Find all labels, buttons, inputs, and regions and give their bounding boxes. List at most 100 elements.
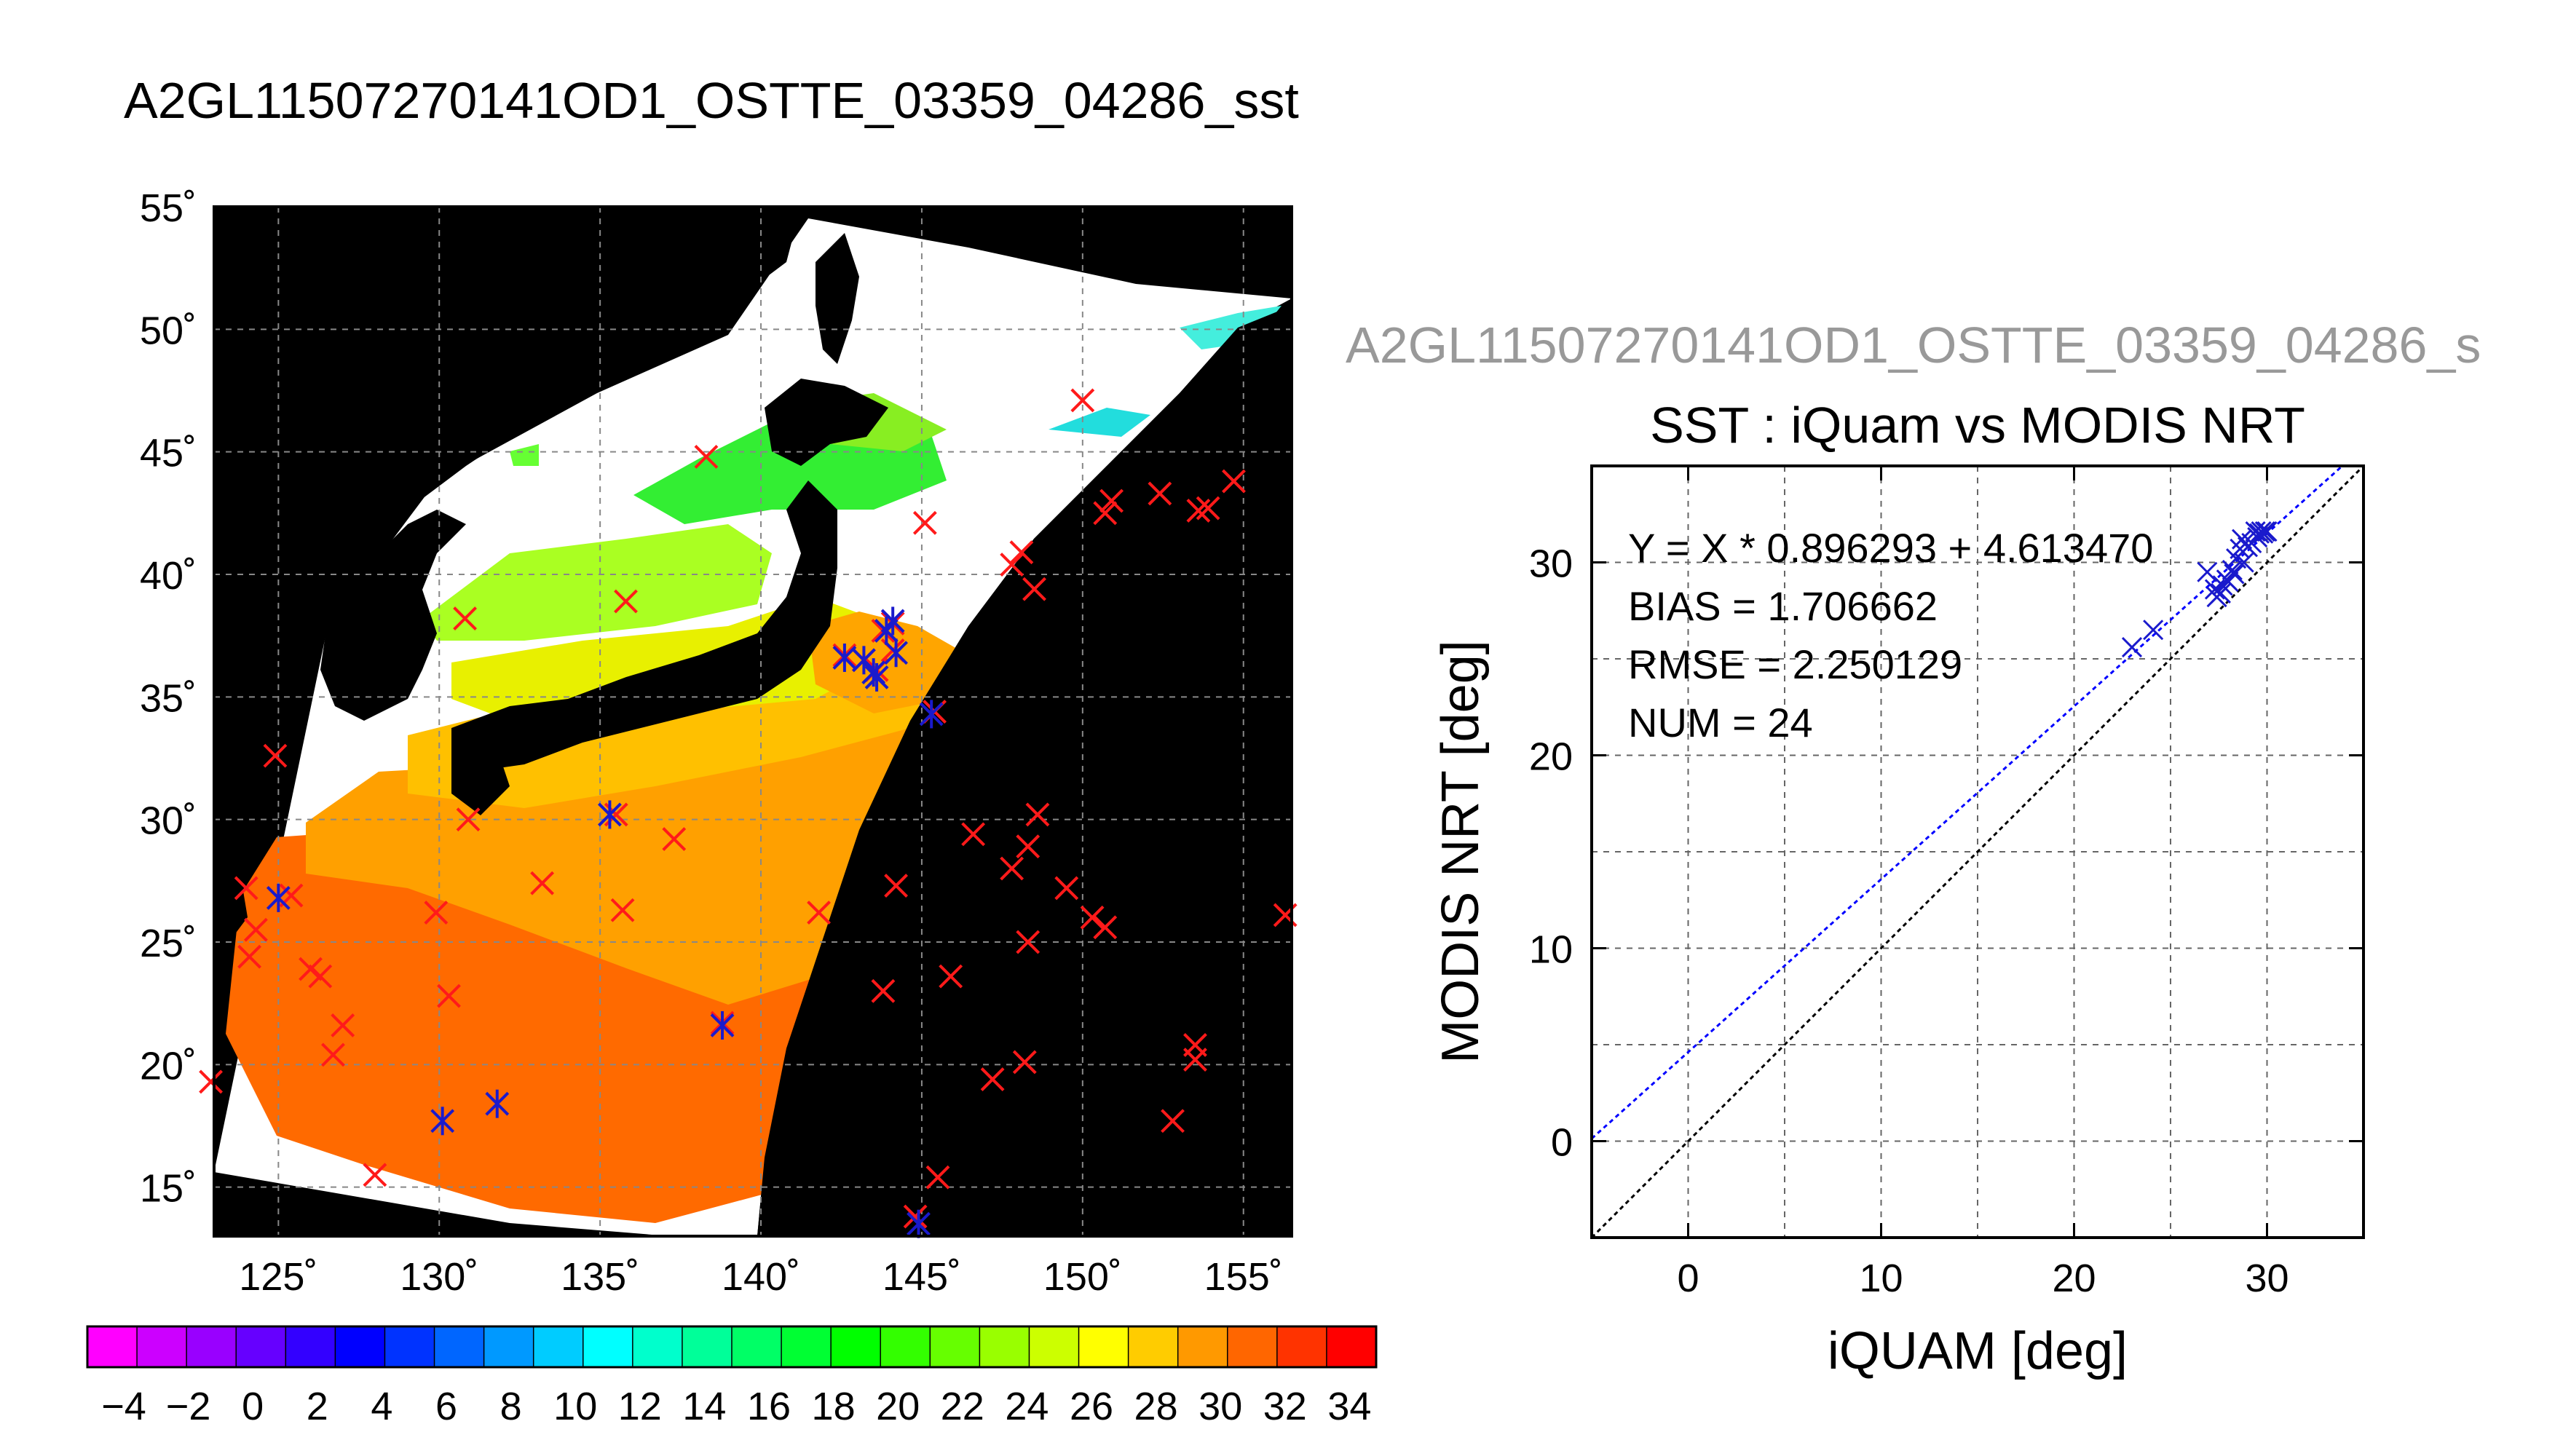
insitu-marker xyxy=(299,957,323,981)
land-hokkaido xyxy=(765,379,888,466)
map-y-tick-label: 30˚ xyxy=(140,799,197,843)
colorbar-label: 32 xyxy=(1263,1385,1307,1428)
insitu-marker xyxy=(1012,1050,1037,1075)
colorbar-cell xyxy=(979,1326,1030,1367)
colorbar-cell xyxy=(1276,1326,1327,1367)
sst-field-cyan xyxy=(1049,408,1150,437)
map-y-tick-label: 20˚ xyxy=(140,1044,197,1088)
scatter-point xyxy=(2256,521,2278,542)
sst-field-japan-sea xyxy=(422,524,772,641)
insitu-marker xyxy=(807,901,831,925)
colorbar-cell xyxy=(880,1326,931,1367)
colorbar-label: −4 xyxy=(101,1385,146,1428)
scatter-points xyxy=(2121,521,2278,658)
insitu-marker xyxy=(912,510,937,535)
colorbar-labels: −4 −2 0 2 4 6 8 10 12 14 16 18 20 22 24 26 28 30 32 34 xyxy=(101,1385,1371,1428)
scatter-title: SST : iQuam vs MODIS NRT xyxy=(1650,397,2305,454)
insitu-marker xyxy=(1093,915,1118,940)
insitu-marker xyxy=(331,1013,355,1037)
insitu-marker xyxy=(244,917,268,942)
identity-line xyxy=(1592,466,2364,1238)
colorbar-cell xyxy=(930,1326,980,1367)
modis-marker xyxy=(880,606,905,636)
insitu-marker xyxy=(662,827,687,852)
scatter-annotation: NUM = 24 xyxy=(1628,700,1813,745)
modis-marker xyxy=(710,1010,735,1040)
modis-marker xyxy=(919,700,944,729)
colorbar-cell xyxy=(831,1326,881,1367)
colorbar-label: 34 xyxy=(1327,1385,1371,1428)
map-x-tick-label: 155˚ xyxy=(1204,1255,1283,1299)
scatter-point xyxy=(2197,561,2218,582)
insitu-marker xyxy=(456,807,481,832)
colorbar-cell xyxy=(781,1326,832,1367)
insitu-marker xyxy=(1000,553,1024,577)
insitu-marker xyxy=(1161,1109,1185,1133)
colorbar-label: 20 xyxy=(876,1385,920,1428)
colorbar-cell xyxy=(87,1326,138,1367)
insitu-marker xyxy=(1099,488,1124,513)
map-x-tick-label: 140˚ xyxy=(722,1255,800,1299)
insitu-marker xyxy=(424,901,449,925)
insitu-marker xyxy=(610,898,635,922)
insitu-marker xyxy=(1183,1048,1207,1072)
colorbar-cell xyxy=(732,1326,782,1367)
modis-marker xyxy=(907,1209,931,1238)
colorbar-cell xyxy=(632,1326,683,1367)
insitu-marker xyxy=(884,874,909,898)
insitu-marker xyxy=(1022,577,1046,601)
insitu-marker xyxy=(1009,540,1034,565)
scatter-x-tick-label: 20 xyxy=(2052,1257,2096,1300)
colorbar-label: 26 xyxy=(1070,1385,1113,1428)
colorbar-cell xyxy=(236,1326,286,1367)
insitu-marker xyxy=(199,1069,223,1094)
land-honshu xyxy=(451,480,837,772)
map-y-tick-label: 25˚ xyxy=(140,922,197,965)
map-y-tick-label: 40˚ xyxy=(140,554,197,598)
colorbar-label: 4 xyxy=(371,1385,392,1428)
insitu-marker xyxy=(1186,499,1211,523)
insitu-marker xyxy=(1054,876,1079,901)
insitu-marker xyxy=(1000,856,1024,881)
colorbar-label: 10 xyxy=(553,1385,597,1428)
colorbar-label: −2 xyxy=(166,1385,211,1428)
scatter-point xyxy=(2233,552,2254,573)
sst-scatter: 0 10 20 30 0 10 20 30 Y = X * 0.896293 + 4.6134… xyxy=(1431,464,2365,1380)
land-taiwan xyxy=(214,874,248,946)
scatter-annotation: RMSE = 2.250129 xyxy=(1628,641,1962,687)
map-y-tick-label: 15˚ xyxy=(140,1167,197,1211)
colorbar: −4 −2 0 2 4 6 8 10 12 14 16 18 20 22 24 26 28 30 32 34 xyxy=(86,1325,1378,1428)
land-kyushu xyxy=(451,728,510,815)
colorbar-label: 0 xyxy=(242,1385,264,1428)
map-y-tick-labels: 15˚ 20˚ 25˚ 30˚ 35˚ 40˚ 45˚ 50˚ 55˚ xyxy=(140,186,197,1211)
scatter-point xyxy=(2212,575,2233,596)
insitu-marker xyxy=(614,589,638,614)
scatter-ticks: 0 10 20 30 0 10 20 30 xyxy=(1529,466,2364,1300)
scatter-point xyxy=(2254,521,2275,542)
colorbar-label: 2 xyxy=(307,1385,328,1428)
modis-marker xyxy=(485,1089,510,1118)
scatter-y-tick-label: 30 xyxy=(1529,542,1573,586)
map-x-tick-label: 135˚ xyxy=(561,1255,639,1299)
modis-marker xyxy=(884,638,909,668)
insitu-marker xyxy=(234,876,258,901)
colorbar-label: 16 xyxy=(747,1385,791,1428)
scatter-y-tick-label: 20 xyxy=(1529,735,1573,779)
map-x-tick-label: 145˚ xyxy=(882,1255,961,1299)
map-ocean-outside-swath xyxy=(757,306,1292,1236)
map-x-tick-label: 130˚ xyxy=(400,1255,478,1299)
scatter-x-label: iQUAM [deg] xyxy=(1828,1322,2128,1380)
insitu-marker xyxy=(925,1165,950,1190)
map-frame xyxy=(213,205,1293,1238)
colorbar-cell xyxy=(434,1326,485,1367)
insitu-marker xyxy=(1222,469,1246,494)
insitu-marker xyxy=(263,743,288,768)
colorbar-label: 22 xyxy=(941,1385,984,1428)
map-x-tick-label: 125˚ xyxy=(239,1255,317,1299)
map-y-tick-label: 55˚ xyxy=(140,186,197,230)
colorbar-cell xyxy=(1128,1326,1179,1367)
modis-marker xyxy=(832,643,857,672)
land-sakhalin xyxy=(816,233,859,364)
scatter-y-tick-label: 0 xyxy=(1551,1121,1573,1165)
insitu-marker xyxy=(1196,496,1220,521)
